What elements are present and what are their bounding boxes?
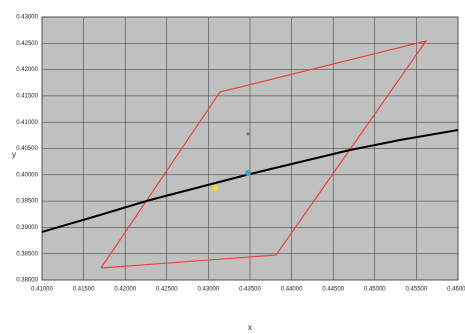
data-point: [246, 132, 250, 136]
y-tick-label: 0.40000: [16, 172, 38, 178]
y-tick-label: 0.40500: [16, 146, 38, 152]
x-tick-label: 0.41000: [31, 287, 53, 293]
y-tick-label: 0.42000: [16, 67, 38, 73]
x-tick-label: 0.45500: [406, 287, 428, 293]
x-tick-label: 0.44000: [281, 287, 303, 293]
x-tick-label: 0.43000: [198, 287, 220, 293]
x-tick-label: 0.43500: [239, 287, 261, 293]
x-tick-label: 0.45000: [364, 287, 386, 293]
x-tick-label: 0.44500: [322, 287, 344, 293]
x-tick-label: 0.41500: [73, 287, 95, 293]
y-tick-label: 0.38000: [16, 278, 38, 284]
y-tick-label: 0.41000: [16, 120, 38, 126]
series-line: [100, 40, 428, 269]
y-tick-label: 0.39500: [16, 199, 38, 205]
y-tick-label: 0.38500: [16, 251, 38, 257]
data-point: [245, 170, 252, 177]
y-tick-label: 0.42500: [16, 41, 38, 47]
x-axis-title: x: [248, 323, 252, 332]
x-tick-label: 0.46000: [447, 287, 465, 293]
x-tick-label: 0.42500: [156, 287, 178, 293]
x-tick-label: 0.42000: [114, 287, 136, 293]
y-tick-label: 0.39000: [16, 225, 38, 231]
data-point: [211, 185, 218, 192]
y-tick-label: 0.43000: [16, 15, 38, 21]
y-axis-title: y: [12, 150, 16, 159]
y-tick-label: 0.41500: [16, 93, 38, 99]
